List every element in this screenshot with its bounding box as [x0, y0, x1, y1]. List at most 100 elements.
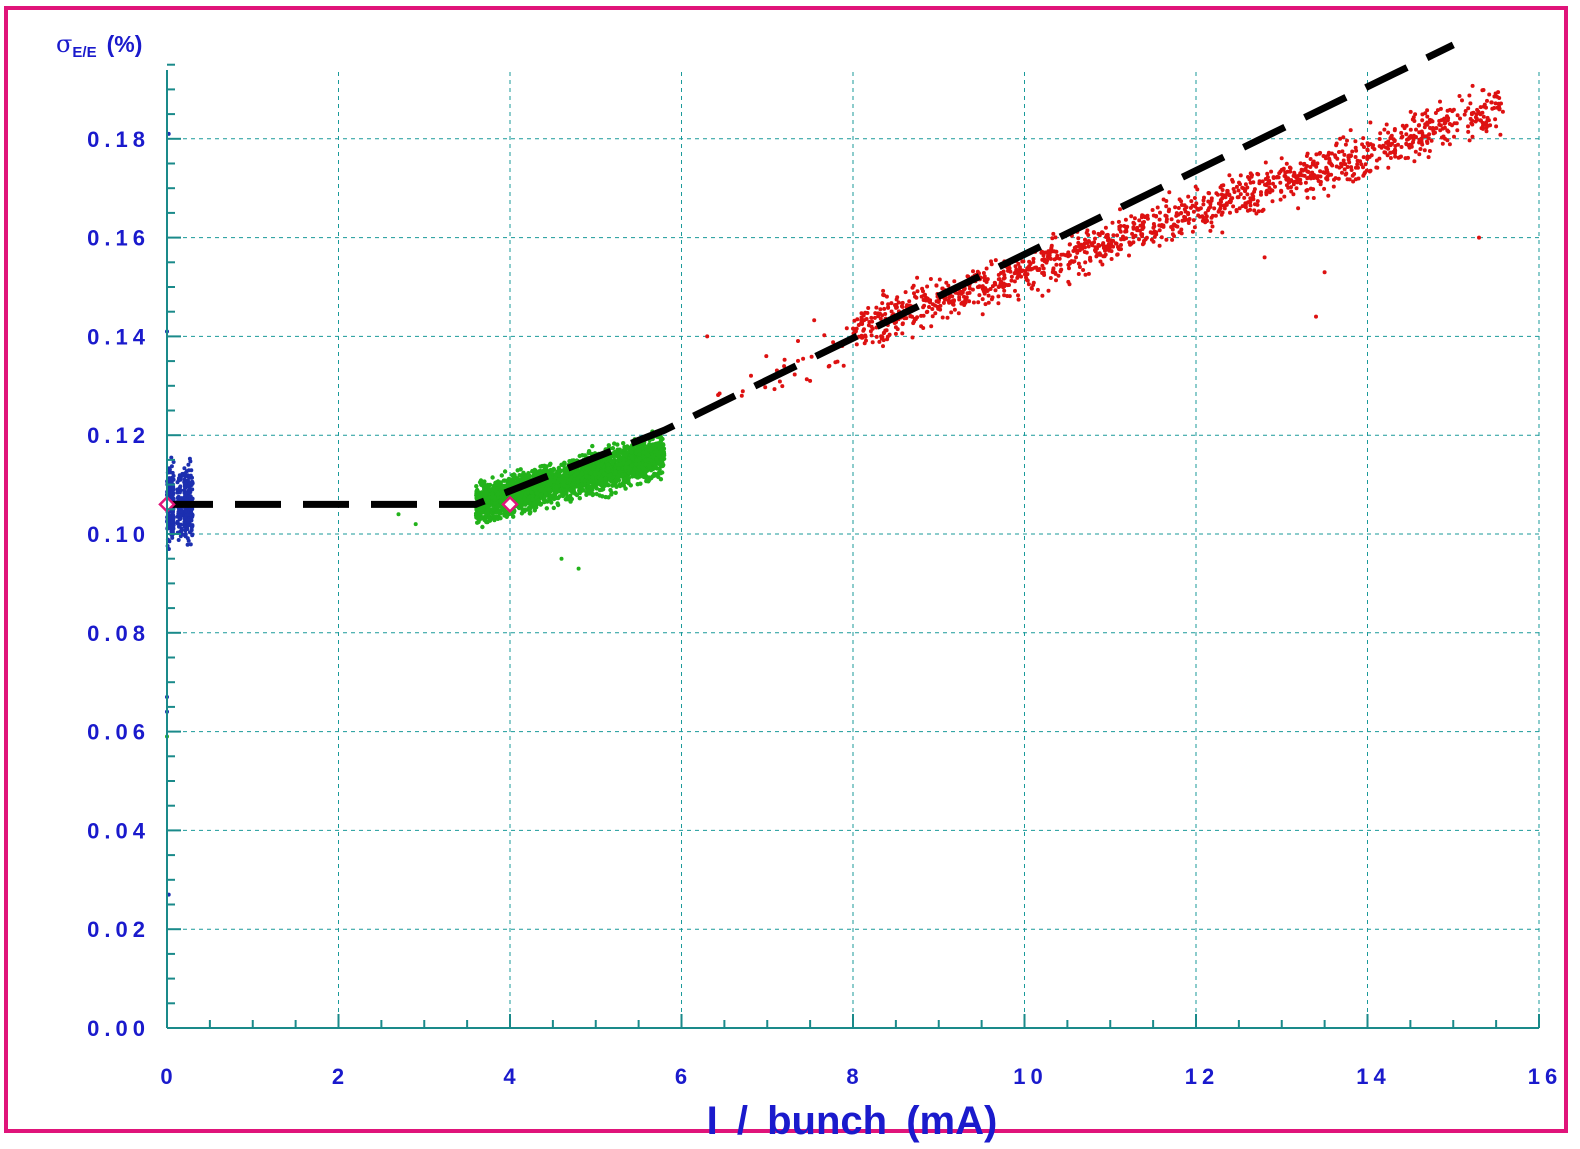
data-point: [964, 296, 969, 301]
data-point: [959, 289, 963, 294]
data-point: [185, 542, 190, 547]
data-point: [1084, 250, 1089, 255]
data-point: [877, 339, 882, 344]
data-point: [1238, 173, 1243, 178]
data-point: [894, 305, 899, 310]
data-point: [1157, 228, 1162, 233]
data-point: [1284, 161, 1289, 166]
data-point: [618, 483, 623, 489]
data-point: [1334, 141, 1339, 146]
data-point: [1176, 219, 1181, 224]
data-point: [889, 301, 894, 306]
data-point: [584, 492, 589, 497]
data-point: [1131, 240, 1136, 245]
data-point: [1413, 149, 1418, 154]
data-point: [886, 302, 891, 307]
y-tick-label: 0.18: [87, 127, 150, 152]
data-point: [533, 485, 538, 490]
data-point: [1089, 241, 1094, 246]
data-point: [1109, 241, 1114, 246]
data-point: [984, 266, 989, 271]
data-point: [1083, 237, 1087, 242]
data-point: [1326, 193, 1331, 198]
data-point: [1209, 196, 1214, 201]
data-point: [612, 441, 617, 446]
data-point: [930, 302, 935, 307]
data-point: [1263, 160, 1268, 165]
data-point: [1429, 118, 1434, 123]
data-point: [1427, 149, 1432, 153]
data-point: [1231, 204, 1236, 209]
data-point: [177, 476, 181, 481]
data-point: [167, 487, 172, 491]
data-point: [1028, 262, 1033, 266]
data-point: [1343, 162, 1348, 167]
data-point: [981, 271, 986, 275]
data-point: [519, 511, 525, 516]
data-point: [642, 472, 648, 478]
data-point: [1150, 208, 1155, 212]
data-point: [1170, 237, 1175, 242]
data-point: [538, 492, 544, 497]
data-point: [187, 456, 192, 461]
data-point: [1040, 293, 1045, 298]
data-point: [171, 515, 176, 520]
data-point: [1492, 106, 1497, 110]
data-point: [884, 294, 889, 299]
data-point: [649, 466, 654, 471]
data-point: [577, 453, 582, 459]
data-point: [1043, 250, 1048, 255]
data-point: [1322, 270, 1327, 275]
data-point: [568, 487, 573, 493]
data-point: [1094, 245, 1098, 250]
data-point: [970, 287, 975, 292]
data-point: [945, 315, 950, 320]
data-point: [1303, 180, 1308, 185]
data-point: [1208, 228, 1213, 233]
x-tick-label: 16: [1528, 1064, 1562, 1089]
data-point: [1265, 175, 1270, 180]
data-point: [654, 442, 659, 448]
data-point: [1438, 123, 1443, 128]
data-point: [613, 483, 619, 489]
data-point: [1403, 156, 1408, 161]
data-point: [921, 293, 926, 298]
data-point: [915, 275, 920, 280]
data-point: [1288, 166, 1293, 171]
data-point: [586, 450, 591, 456]
data-point: [508, 477, 513, 482]
y-axis-unit: (%): [107, 31, 143, 57]
data-point: [614, 478, 619, 484]
data-point: [1054, 262, 1059, 267]
data-point: [1486, 123, 1491, 128]
data-point: [1132, 216, 1137, 221]
data-point: [1058, 262, 1063, 267]
data-point: [574, 492, 580, 498]
data-point: [1256, 172, 1261, 177]
data-point: [1155, 205, 1160, 210]
data-point: [1111, 244, 1116, 249]
data-point: [717, 391, 722, 396]
data-point: [1207, 191, 1212, 196]
data-point: [1388, 156, 1393, 160]
data-point: [977, 284, 982, 289]
data-point: [873, 311, 878, 316]
data-point: [1127, 253, 1131, 258]
data-point: [1322, 186, 1327, 191]
data-point: [1228, 210, 1232, 215]
data-point: [584, 466, 590, 472]
data-point: [1386, 146, 1391, 151]
data-point: [1298, 181, 1303, 186]
data-point: [1425, 114, 1430, 119]
data-point: [1497, 104, 1501, 109]
data-point: [1096, 242, 1101, 247]
data-point: [1157, 217, 1162, 222]
data-point: [1103, 252, 1108, 257]
data-point: [1072, 245, 1077, 250]
data-point: [1194, 201, 1199, 206]
data-point: [1355, 158, 1360, 163]
data-point: [999, 279, 1004, 284]
data-point: [1077, 248, 1082, 253]
data-point: [1083, 245, 1087, 250]
